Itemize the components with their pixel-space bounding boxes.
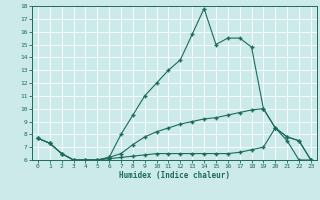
X-axis label: Humidex (Indice chaleur): Humidex (Indice chaleur) [119, 171, 230, 180]
